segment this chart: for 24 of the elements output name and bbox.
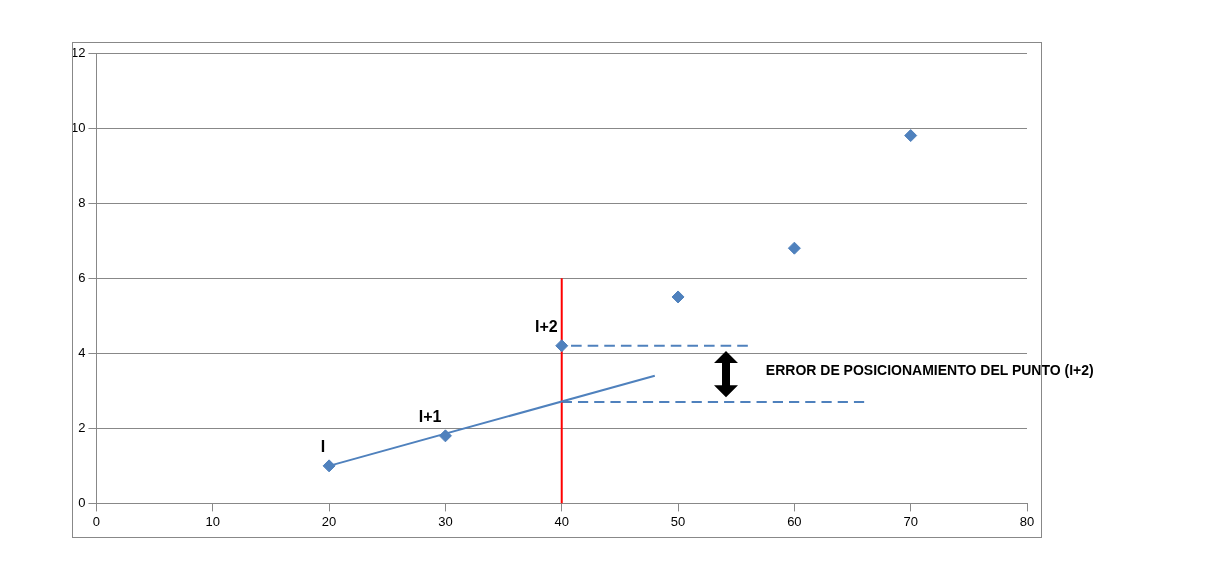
point xyxy=(438,429,452,443)
x-tick-label: 60 xyxy=(787,513,802,529)
annotation: I xyxy=(320,438,326,456)
x-tick-label: 20 xyxy=(321,513,337,529)
point xyxy=(555,339,569,353)
y-tick-label: 2 xyxy=(78,419,86,435)
point xyxy=(904,129,918,143)
x-tick-label: 0 xyxy=(92,513,101,529)
annotation: ERROR DE POSICIONAMIENTO DEL PUNTO (I+2) xyxy=(765,361,1094,378)
x-tick-label: 70 xyxy=(903,513,918,529)
y-tick-label: 6 xyxy=(78,269,86,285)
point xyxy=(671,290,685,304)
y-tick-label: 4 xyxy=(78,344,86,360)
point xyxy=(322,459,336,473)
x-tick-label: 80 xyxy=(1019,513,1035,529)
annotation: I+2 xyxy=(535,318,558,336)
x-tick-label: 10 xyxy=(205,513,221,529)
point xyxy=(787,241,801,255)
x-tick-label: 30 xyxy=(438,513,453,529)
y-tick-label: 0 xyxy=(78,494,86,510)
y-tick-label: 8 xyxy=(78,194,86,210)
x-tick-label: 40 xyxy=(554,513,569,529)
annotation: I+1 xyxy=(418,408,442,426)
x-tick-label: 50 xyxy=(670,513,686,529)
